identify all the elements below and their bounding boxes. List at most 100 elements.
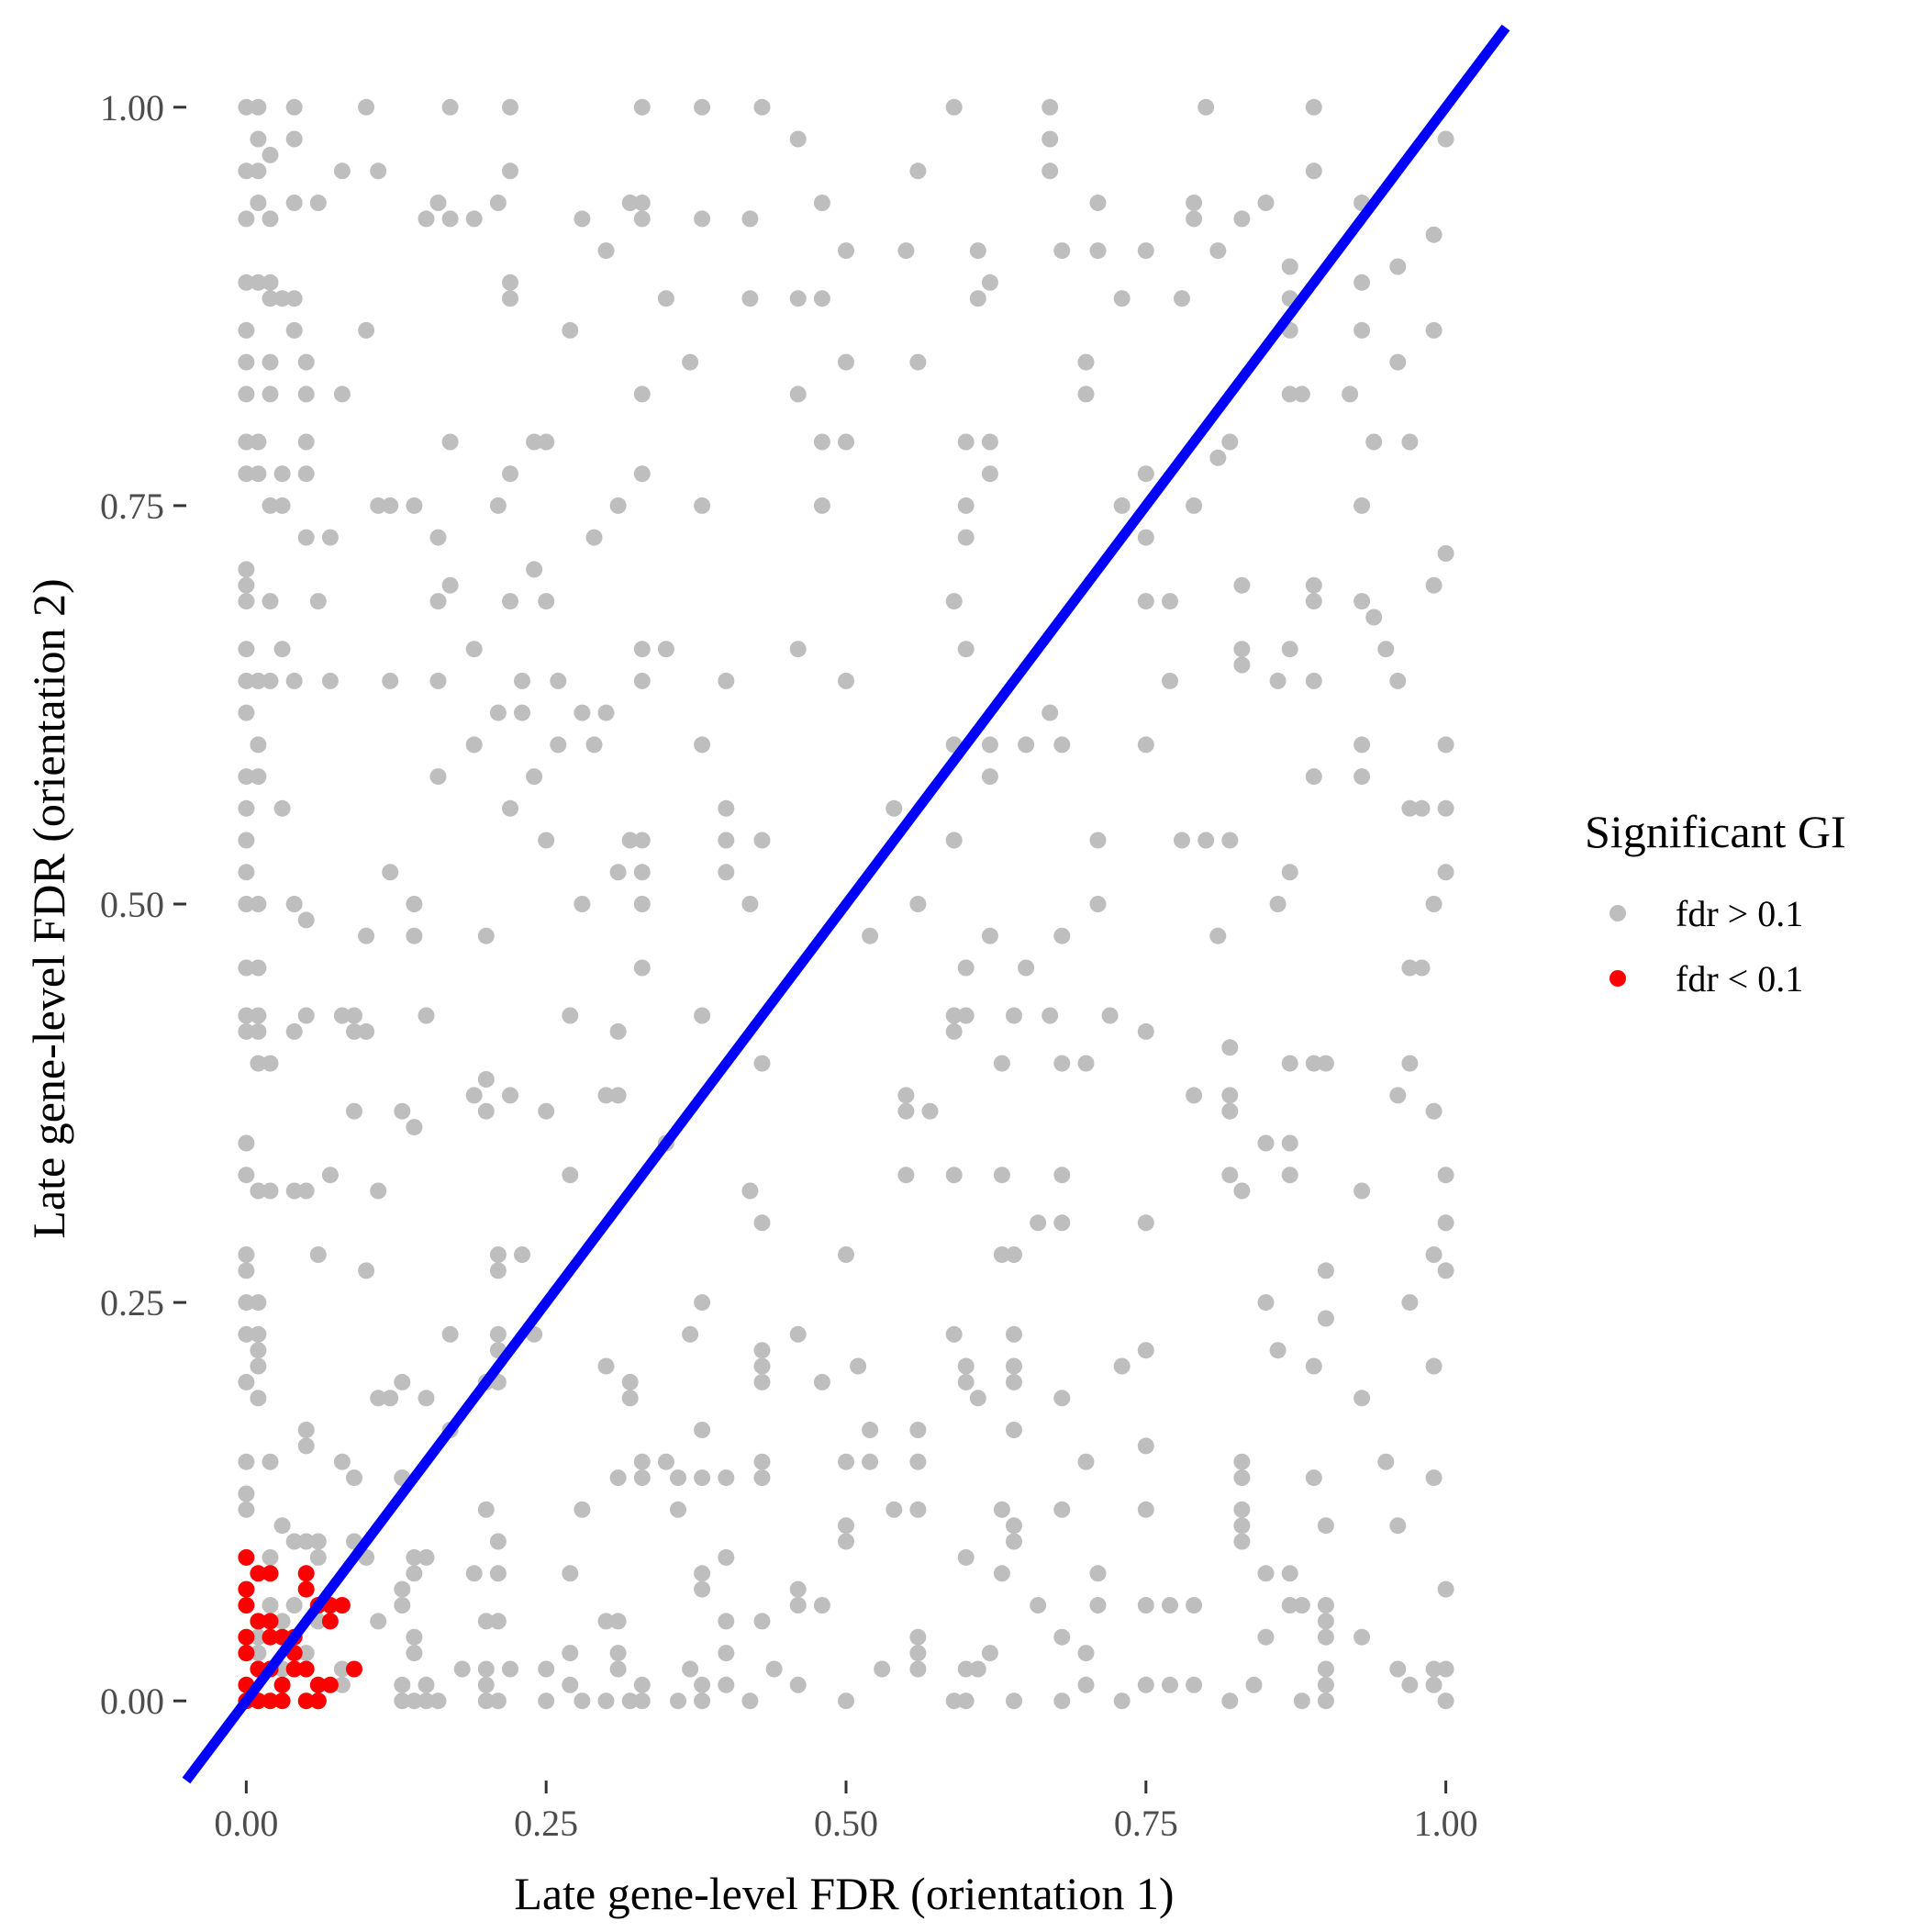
data-point-nonsignificant bbox=[346, 1022, 362, 1040]
data-point-nonsignificant bbox=[1089, 832, 1107, 849]
data-point-nonsignificant bbox=[694, 1580, 711, 1598]
data-point-nonsignificant bbox=[1245, 1676, 1263, 1693]
data-point-nonsignificant bbox=[633, 641, 651, 658]
data-point-nonsignificant bbox=[406, 896, 423, 912]
data-point-nonsignificant bbox=[489, 497, 507, 514]
data-point-nonsignificant bbox=[333, 162, 351, 180]
data-point-nonsignificant bbox=[1401, 433, 1419, 451]
x-axis-title: Late gene-level FDR (orientation 1) bbox=[514, 1868, 1174, 1919]
data-point-nonsignificant bbox=[297, 1182, 315, 1200]
data-point-nonsignificant bbox=[609, 864, 627, 881]
data-point-nonsignificant bbox=[250, 130, 267, 148]
data-point-nonsignificant bbox=[1257, 195, 1275, 211]
x-axis-tick-label: 0.25 bbox=[514, 1803, 578, 1844]
data-point-nonsignificant bbox=[285, 195, 303, 211]
data-point-nonsignificant bbox=[633, 1692, 651, 1710]
data-point-nonsignificant bbox=[694, 736, 711, 754]
data-point-nonsignificant bbox=[502, 465, 518, 483]
data-point-nonsignificant bbox=[1353, 768, 1371, 786]
data-point-nonsignificant bbox=[897, 1102, 915, 1120]
data-point-nonsignificant bbox=[1281, 1134, 1298, 1152]
data-point-nonsignificant bbox=[1053, 1214, 1071, 1232]
data-point-nonsignificant bbox=[1233, 656, 1251, 674]
y-axis-tick-label: 0.25 bbox=[100, 1282, 164, 1323]
data-point-nonsignificant bbox=[741, 1692, 759, 1710]
data-point-significant bbox=[321, 1613, 339, 1630]
data-point-nonsignificant bbox=[597, 1613, 615, 1630]
data-point-nonsignificant bbox=[418, 1390, 435, 1407]
data-point-nonsignificant bbox=[1006, 1517, 1022, 1535]
data-point-nonsignificant bbox=[597, 1087, 615, 1104]
data-point-nonsignificant bbox=[1317, 1613, 1334, 1630]
data-point-nonsignificant bbox=[465, 736, 483, 754]
data-point-nonsignificant bbox=[1437, 545, 1454, 562]
data-point-nonsignificant bbox=[1353, 1628, 1371, 1646]
data-point-nonsignificant bbox=[309, 593, 327, 610]
data-point-nonsignificant bbox=[886, 1501, 903, 1518]
data-point-nonsignificant bbox=[273, 641, 291, 658]
data-point-nonsignificant bbox=[1401, 799, 1419, 817]
data-point-significant bbox=[262, 1565, 279, 1582]
data-point-nonsignificant bbox=[1233, 1182, 1251, 1200]
data-point-nonsignificant bbox=[1353, 1182, 1371, 1200]
data-point-nonsignificant bbox=[1186, 1087, 1203, 1104]
data-point-nonsignificant bbox=[250, 1645, 267, 1662]
data-point-nonsignificant bbox=[1281, 1167, 1298, 1184]
data-point-significant bbox=[262, 1628, 279, 1646]
data-point-nonsignificant bbox=[1365, 609, 1383, 626]
data-point-nonsignificant bbox=[250, 1325, 267, 1343]
data-point-nonsignificant bbox=[1437, 1167, 1454, 1184]
data-point-nonsignificant bbox=[682, 1325, 699, 1343]
data-point-nonsignificant bbox=[346, 1469, 362, 1487]
data-point-nonsignificant bbox=[453, 1660, 471, 1678]
data-point-nonsignificant bbox=[718, 1645, 735, 1662]
data-point-nonsignificant bbox=[1317, 1676, 1334, 1693]
data-point-nonsignificant bbox=[789, 130, 807, 148]
data-point-nonsignificant bbox=[718, 864, 735, 881]
data-point-nonsignificant bbox=[238, 321, 255, 339]
data-point-nonsignificant bbox=[909, 162, 927, 180]
data-point-nonsignificant bbox=[753, 1357, 771, 1375]
data-point-nonsignificant bbox=[297, 1422, 315, 1438]
data-point-nonsignificant bbox=[1113, 497, 1131, 514]
data-point-nonsignificant bbox=[489, 1692, 507, 1710]
data-point-nonsignificant bbox=[477, 1102, 495, 1120]
data-point-nonsignificant bbox=[657, 1453, 674, 1470]
data-point-nonsignificant bbox=[502, 799, 518, 817]
data-point-nonsignificant bbox=[418, 1548, 435, 1566]
data-point-nonsignificant bbox=[1317, 1517, 1334, 1535]
data-point-nonsignificant bbox=[538, 832, 555, 849]
data-point-nonsignificant bbox=[838, 672, 854, 689]
data-point-nonsignificant bbox=[489, 1565, 507, 1582]
data-point-nonsignificant bbox=[1437, 1262, 1454, 1279]
data-point-nonsignificant bbox=[813, 497, 830, 514]
data-point-nonsignificant bbox=[694, 1007, 711, 1024]
data-point-nonsignificant bbox=[813, 1373, 830, 1390]
data-point-nonsignificant bbox=[273, 799, 291, 817]
data-point-nonsignificant bbox=[250, 274, 267, 291]
data-point-nonsignificant bbox=[1053, 736, 1071, 754]
legend-title: Significant GI bbox=[1585, 806, 1846, 857]
data-point-nonsignificant bbox=[633, 672, 651, 689]
data-point-nonsignificant bbox=[789, 1676, 807, 1693]
data-point-nonsignificant bbox=[273, 1517, 291, 1535]
data-point-nonsignificant bbox=[262, 1453, 279, 1470]
data-point-nonsignificant bbox=[250, 768, 267, 786]
data-point-nonsignificant bbox=[262, 497, 279, 514]
data-point-nonsignificant bbox=[285, 1533, 303, 1550]
data-point-nonsignificant bbox=[1053, 1055, 1071, 1072]
data-point-nonsignificant bbox=[1425, 226, 1442, 243]
data-point-nonsignificant bbox=[418, 1676, 435, 1693]
data-point-nonsignificant bbox=[358, 927, 375, 944]
data-point-nonsignificant bbox=[574, 896, 591, 912]
data-point-nonsignificant bbox=[1353, 321, 1371, 339]
data-point-nonsignificant bbox=[538, 593, 555, 610]
data-point-nonsignificant bbox=[1137, 1597, 1154, 1614]
data-point-nonsignificant bbox=[238, 274, 255, 291]
data-point-nonsignificant bbox=[562, 321, 579, 339]
data-point-nonsignificant bbox=[250, 1022, 267, 1040]
data-point-nonsignificant bbox=[1174, 290, 1190, 307]
data-point-nonsignificant bbox=[633, 1453, 651, 1470]
reference-line-layer bbox=[182, 24, 1510, 1784]
data-point-nonsignificant bbox=[1233, 1453, 1251, 1470]
